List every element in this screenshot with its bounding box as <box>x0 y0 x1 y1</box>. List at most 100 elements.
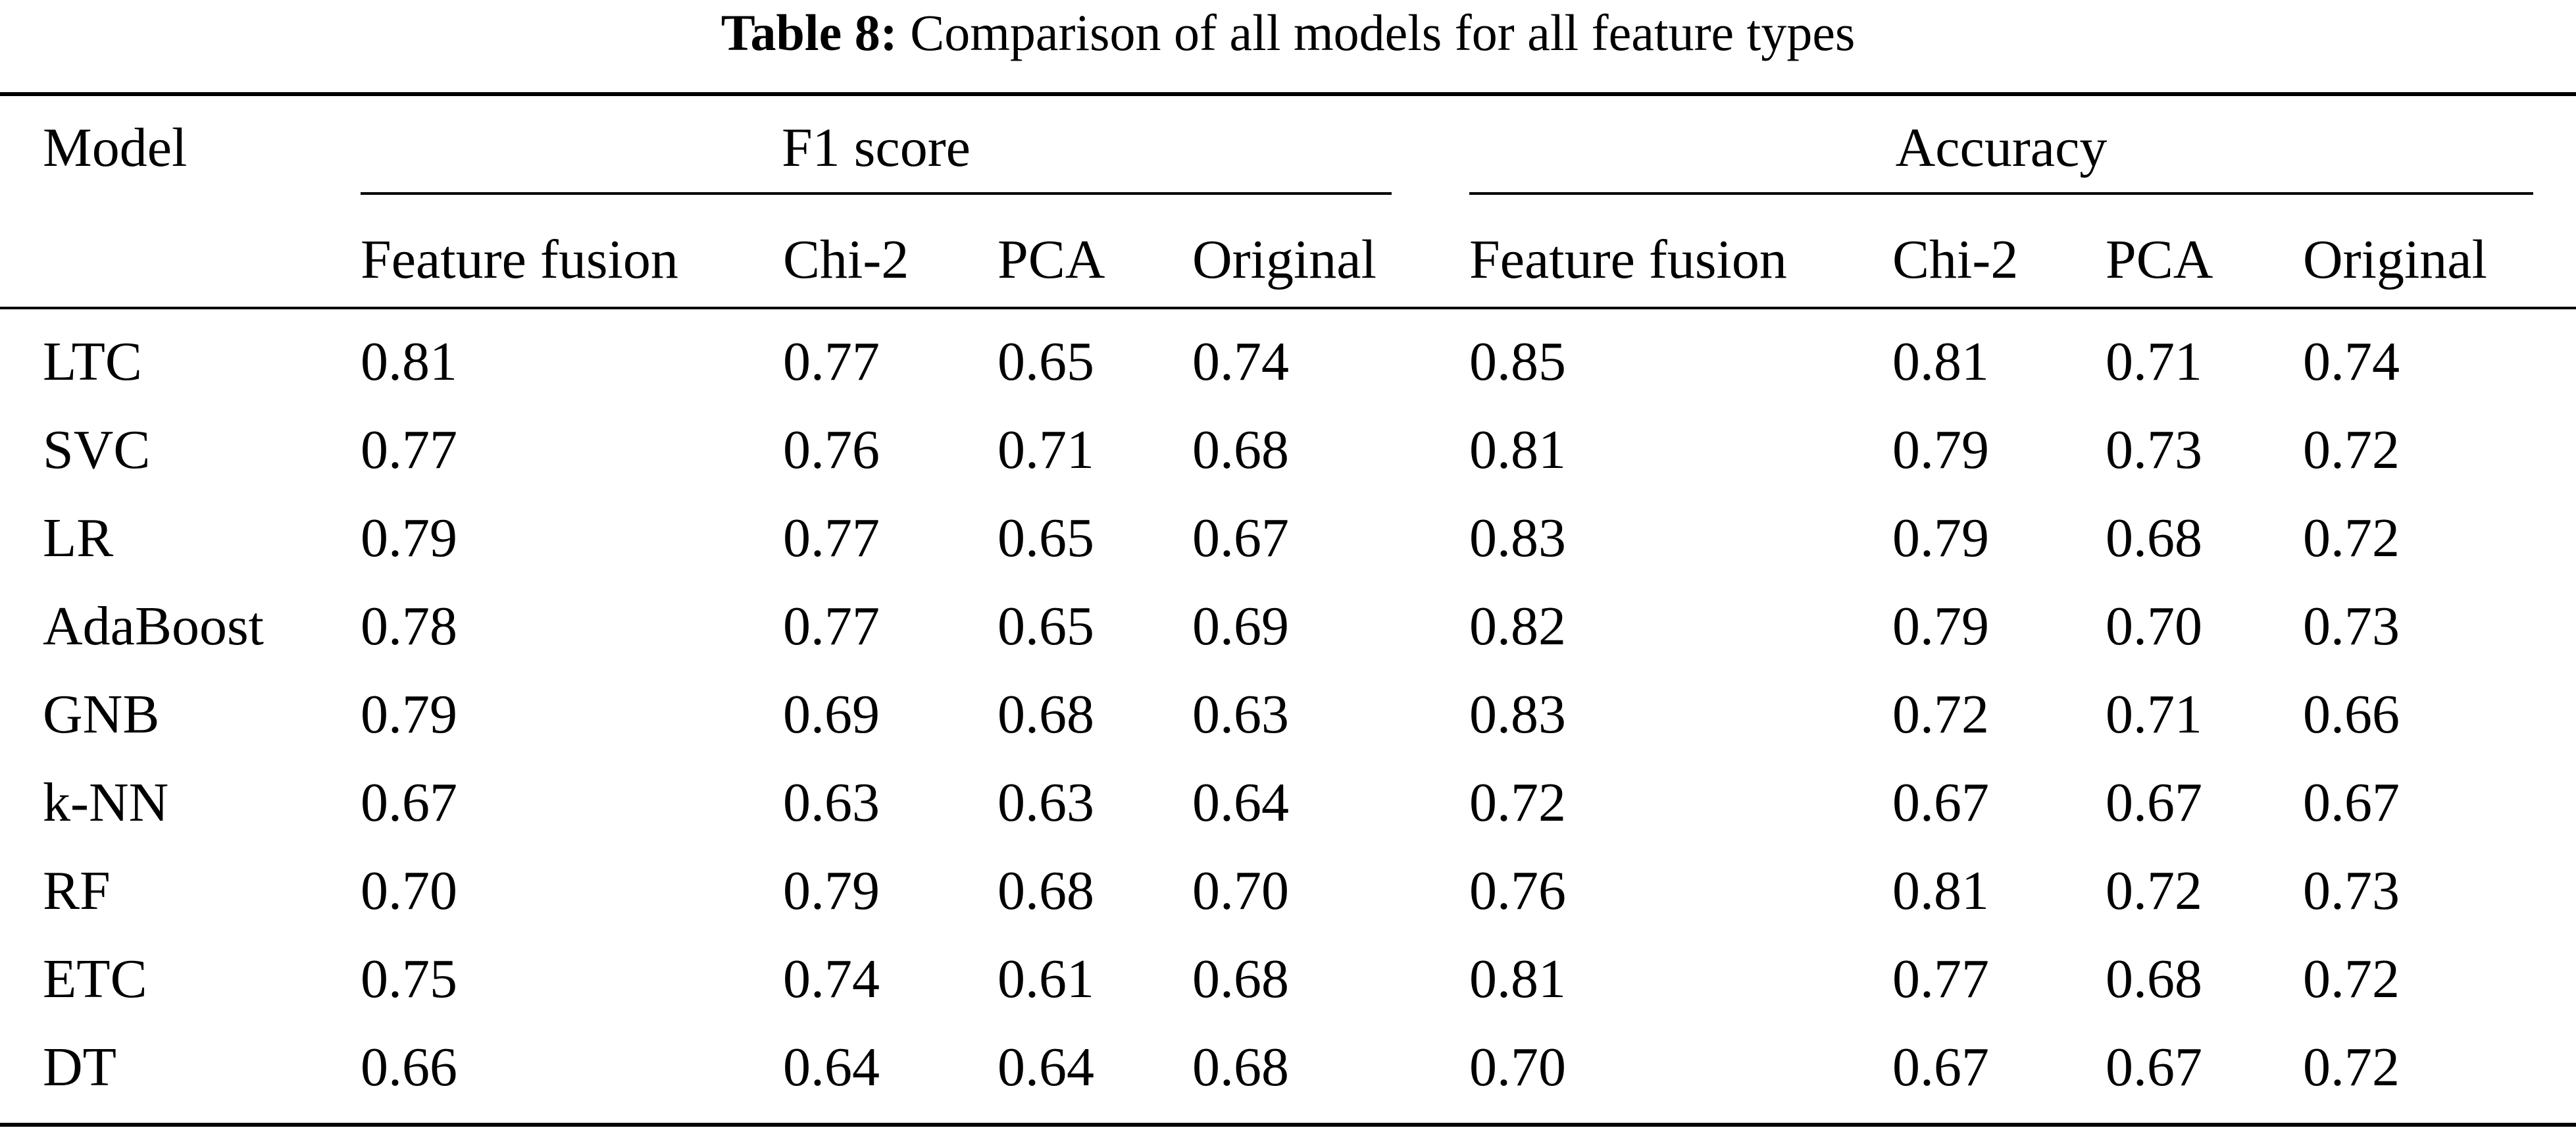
table-cell: 0.65 <box>998 596 1094 657</box>
table-cell: 0.68 <box>998 684 1094 745</box>
table-cell: 0.64 <box>1192 772 1289 833</box>
table-cell: 0.68 <box>1192 419 1289 480</box>
row-model-name: GNB <box>43 684 160 745</box>
table-cell: 0.65 <box>998 331 1094 392</box>
table-cell: 0.64 <box>998 1037 1094 1098</box>
table-cell: 0.76 <box>1469 860 1566 921</box>
column-header: Original <box>2303 229 2487 290</box>
table-cell: 0.76 <box>783 419 880 480</box>
group-header-accuracy: Accuracy <box>1895 117 2108 178</box>
group-rule-0 <box>361 192 1392 195</box>
column-header: Feature fusion <box>1469 229 1787 290</box>
row-model-name: LR <box>43 507 114 569</box>
table-cell: 0.68 <box>2106 507 2202 569</box>
model-column-header: Model <box>43 117 188 178</box>
table-cell: 0.77 <box>783 596 880 657</box>
table-cell: 0.61 <box>998 948 1094 1010</box>
table-cell: 0.73 <box>2303 860 2400 921</box>
group-header-f1-score: F1 score <box>782 117 971 178</box>
table-cell: 0.67 <box>2303 772 2400 833</box>
table-cell: 0.81 <box>1469 419 1566 480</box>
table-cell: 0.68 <box>998 860 1094 921</box>
table-cell: 0.74 <box>783 948 880 1010</box>
table-cell: 0.67 <box>1192 507 1289 569</box>
table-cell: 0.74 <box>1192 331 1289 392</box>
table-cell: 0.67 <box>1892 772 1989 833</box>
table-cell: 0.77 <box>783 507 880 569</box>
table-cell: 0.71 <box>2106 331 2202 392</box>
row-model-name: LTC <box>43 331 142 392</box>
table-cell: 0.83 <box>1469 684 1566 745</box>
table-cell: 0.70 <box>2106 596 2202 657</box>
table-caption-label: Table 8: <box>720 4 897 61</box>
table-cell: 0.71 <box>2106 684 2202 745</box>
table-cell: 0.66 <box>2303 684 2400 745</box>
table-cell: 0.69 <box>1192 596 1289 657</box>
table-cell: 0.78 <box>361 596 457 657</box>
table-cell: 0.72 <box>2303 1037 2400 1098</box>
table-cell: 0.72 <box>2303 419 2400 480</box>
table-cell: 0.73 <box>2106 419 2202 480</box>
table-cell: 0.70 <box>1469 1037 1566 1098</box>
table-cell: 0.66 <box>361 1037 457 1098</box>
column-header: Original <box>1192 229 1376 290</box>
table-cell: 0.81 <box>1469 948 1566 1010</box>
table-cell: 0.79 <box>1892 507 1989 569</box>
table-cell: 0.68 <box>1192 1037 1289 1098</box>
table-cell: 0.64 <box>783 1037 880 1098</box>
table-cell: 0.70 <box>361 860 457 921</box>
table-cell: 0.77 <box>1892 948 1989 1010</box>
table-cell: 0.67 <box>2106 772 2202 833</box>
table-cell: 0.72 <box>2303 507 2400 569</box>
column-header: PCA <box>2106 229 2213 290</box>
column-header: Chi-2 <box>1892 229 2019 290</box>
table-cell: 0.79 <box>783 860 880 921</box>
table-cell: 0.67 <box>361 772 457 833</box>
row-model-name: RF <box>43 860 111 921</box>
table-cell: 0.63 <box>998 772 1094 833</box>
table-cell: 0.81 <box>1892 331 1989 392</box>
table-cell: 0.72 <box>2106 860 2202 921</box>
table-cell: 0.73 <box>2303 596 2400 657</box>
table-cell: 0.63 <box>1192 684 1289 745</box>
table-cell: 0.85 <box>1469 331 1566 392</box>
table-cell: 0.74 <box>2303 331 2400 392</box>
table-cell: 0.71 <box>998 419 1094 480</box>
table-cell: 0.63 <box>783 772 880 833</box>
table-cell: 0.67 <box>2106 1037 2202 1098</box>
table-cell: 0.79 <box>1892 419 1989 480</box>
table-cell: 0.77 <box>783 331 880 392</box>
table-cell: 0.67 <box>1892 1037 1989 1098</box>
table-cell: 0.82 <box>1469 596 1566 657</box>
table-cell: 0.81 <box>361 331 457 392</box>
table-cell: 0.68 <box>2106 948 2202 1010</box>
group-rule-1 <box>1469 192 2533 195</box>
table-caption-text: Comparison of all models for all feature… <box>910 4 1856 61</box>
column-header: Feature fusion <box>361 229 678 290</box>
row-model-name: SVC <box>43 419 151 480</box>
table-cell: 0.72 <box>2303 948 2400 1010</box>
table-cell: 0.81 <box>1892 860 1989 921</box>
table-cell: 0.83 <box>1469 507 1566 569</box>
table-cell: 0.72 <box>1892 684 1989 745</box>
table-cell: 0.79 <box>361 684 457 745</box>
column-header: Chi-2 <box>783 229 909 290</box>
row-model-name: k-NN <box>43 772 169 833</box>
table-cell: 0.72 <box>1469 772 1566 833</box>
table-cell: 0.77 <box>361 419 457 480</box>
table-cell: 0.70 <box>1192 860 1289 921</box>
table-cell: 0.79 <box>361 507 457 569</box>
column-header: PCA <box>998 229 1105 290</box>
row-model-name: DT <box>43 1037 116 1098</box>
row-model-name: AdaBoost <box>43 596 264 657</box>
table-bottom-rule <box>0 1123 2576 1127</box>
table-top-rule <box>0 92 2576 96</box>
table-header-rule <box>0 307 2576 309</box>
table-cell: 0.65 <box>998 507 1094 569</box>
table-caption: Table 8: Comparison of all models for al… <box>0 0 2576 72</box>
table-cell: 0.79 <box>1892 596 1989 657</box>
table-cell: 0.69 <box>783 684 880 745</box>
table-cell: 0.75 <box>361 948 457 1010</box>
row-model-name: ETC <box>43 948 147 1010</box>
table-cell: 0.68 <box>1192 948 1289 1010</box>
